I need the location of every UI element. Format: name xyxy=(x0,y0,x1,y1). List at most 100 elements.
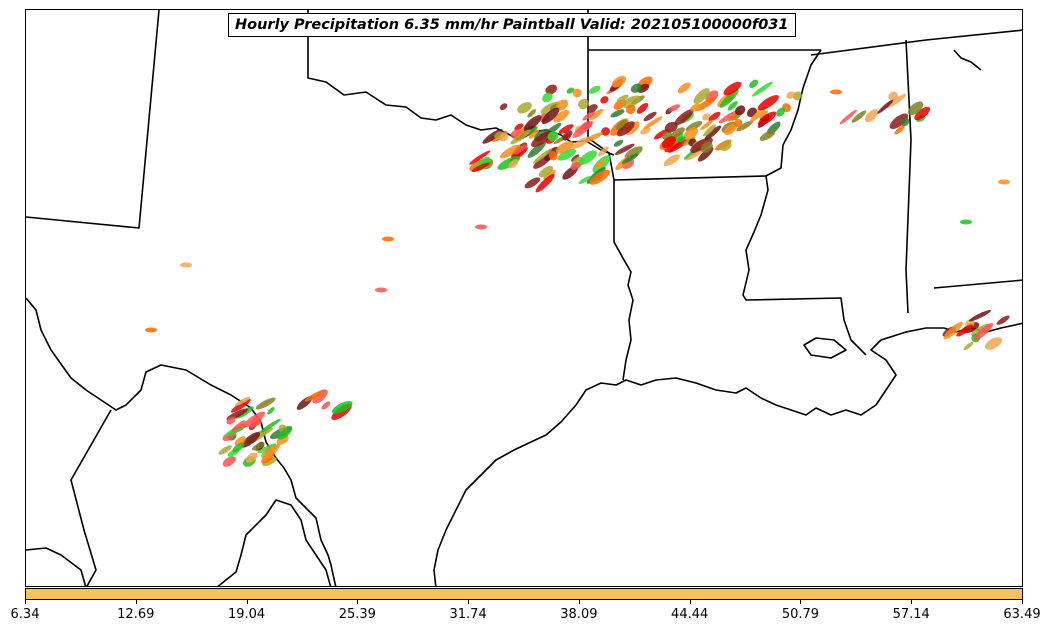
colorbar xyxy=(25,588,1023,600)
precip-blob xyxy=(533,148,553,164)
precip-blob xyxy=(218,445,232,455)
precip-blob xyxy=(145,327,157,333)
precip-blob xyxy=(723,81,742,96)
precip-blob xyxy=(718,109,741,124)
rio-grande xyxy=(26,297,337,586)
precip-blob xyxy=(622,95,641,109)
precip-blob xyxy=(589,108,604,121)
precip-blob xyxy=(499,132,509,142)
precip-blob xyxy=(555,141,574,154)
precip-blob xyxy=(653,129,669,140)
precip-blob xyxy=(267,406,275,415)
precip-blob xyxy=(572,121,594,138)
precip-blob xyxy=(877,99,894,114)
precip-blob xyxy=(749,79,759,88)
precip-blob xyxy=(245,452,258,463)
precip-blob xyxy=(566,87,575,94)
precip-blob xyxy=(251,442,265,451)
precip-blob xyxy=(693,88,710,104)
precip-blob xyxy=(973,323,994,341)
precip-blob xyxy=(886,93,907,108)
mexico-state-border-2 xyxy=(26,547,87,586)
precip-blob xyxy=(578,176,592,184)
colorbar-tick-label: 57.14 xyxy=(892,607,930,622)
map-canvas xyxy=(26,10,1022,586)
precip-blob xyxy=(735,105,746,116)
precip-blob xyxy=(614,143,635,155)
precip-blob xyxy=(668,104,680,112)
colorbar-tick-label: 31.74 xyxy=(449,607,487,622)
precip-blob xyxy=(578,98,589,110)
precip-blob xyxy=(943,321,963,340)
precip-blob xyxy=(312,389,328,404)
precip-blob xyxy=(558,124,574,134)
precip-blob xyxy=(256,427,273,437)
mexico-state-border-3 xyxy=(217,499,332,586)
state-border-ms-al xyxy=(905,39,912,314)
precip-blob xyxy=(708,111,721,122)
precip-blob xyxy=(517,102,532,114)
precip-blob xyxy=(621,153,639,164)
mexico-state-border-1 xyxy=(70,409,112,586)
precip-blob xyxy=(579,150,597,165)
precip-blob xyxy=(331,401,353,414)
precip-blob xyxy=(510,129,531,145)
precip-blob xyxy=(234,396,251,406)
precip-blob xyxy=(611,75,627,88)
precip-blob xyxy=(625,104,636,115)
precip-blob xyxy=(674,109,694,126)
precip-blob xyxy=(914,106,931,121)
precip-blob xyxy=(719,89,739,108)
colorbar-tick-label: 19.04 xyxy=(227,607,266,622)
title-box: Hourly Precipitation 6.35 mm/hr Paintbal… xyxy=(228,13,796,37)
precip-blob xyxy=(545,84,558,95)
precip-blob xyxy=(557,148,577,161)
precip-blob xyxy=(723,123,738,136)
precip-blob xyxy=(908,101,924,116)
precip-blob xyxy=(685,150,704,161)
precip-blob xyxy=(610,109,625,118)
precip-blob xyxy=(676,136,686,143)
colorbar-tick-label: 25.39 xyxy=(338,607,376,622)
precip-blob xyxy=(508,158,519,169)
precip-blob xyxy=(864,109,879,123)
precip-blob xyxy=(499,103,508,111)
precip-blob xyxy=(677,82,691,94)
precip-blob xyxy=(601,127,610,136)
precip-blob xyxy=(514,123,524,131)
precip-blob xyxy=(553,109,570,123)
precip-blob xyxy=(524,177,541,189)
mississippi-river xyxy=(742,49,867,356)
state-border-ok-north xyxy=(307,10,615,156)
precip-blob xyxy=(180,262,192,268)
precip-blob xyxy=(538,165,554,178)
precip-blob xyxy=(382,236,394,242)
precip-blob xyxy=(759,130,776,141)
precip-blob xyxy=(963,341,974,351)
precip-blob xyxy=(613,139,624,147)
precip-blob xyxy=(262,457,277,467)
state-border-ar-la xyxy=(613,175,767,181)
precip-blob xyxy=(734,118,743,128)
colorbar-tick xyxy=(246,600,248,604)
precip-blob xyxy=(670,127,685,139)
precip-blob xyxy=(468,150,491,165)
precip-blob xyxy=(998,179,1010,185)
precip-blob xyxy=(547,131,559,142)
precip-blob xyxy=(624,146,643,159)
colorbar-tick xyxy=(911,600,913,604)
precip-blob xyxy=(570,162,581,171)
precip-blob xyxy=(513,144,528,155)
precip-blob xyxy=(499,144,521,159)
precip-blob xyxy=(720,140,732,151)
precip-blob xyxy=(527,109,537,118)
state-border-tx-nm xyxy=(26,10,160,229)
precip-blob xyxy=(222,456,236,467)
precip-blob xyxy=(255,397,276,410)
colorbar-tick xyxy=(135,600,137,604)
precip-blob xyxy=(630,83,642,93)
precip-blob xyxy=(749,106,767,123)
precip-blob xyxy=(321,401,331,410)
colorbar-tick-label: 50.79 xyxy=(781,607,820,622)
state-border-ok-ar xyxy=(587,10,615,242)
